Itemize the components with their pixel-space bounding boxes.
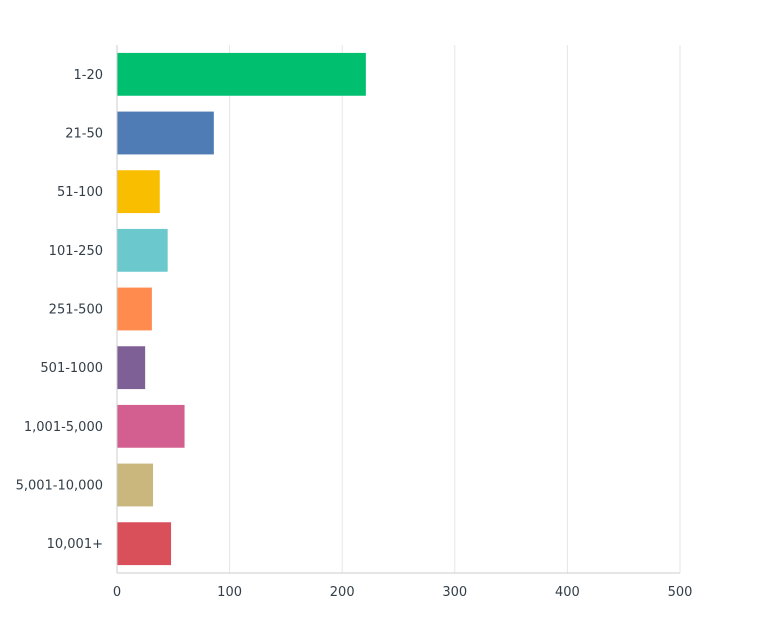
bar[interactable] xyxy=(117,111,214,155)
category-label: 1-20 xyxy=(73,68,103,83)
x-tick-label: 500 xyxy=(668,585,693,600)
category-label: 1,001-5,000 xyxy=(24,420,103,435)
bars xyxy=(117,52,366,566)
bar[interactable] xyxy=(117,52,366,96)
x-tick-label: 300 xyxy=(442,585,467,600)
x-tick-label: 400 xyxy=(555,585,580,600)
x-tick-labels: 0 100 200 300 400 500 xyxy=(113,585,693,600)
bar[interactable] xyxy=(117,463,154,507)
category-label: 10,001+ xyxy=(47,537,103,552)
bar[interactable] xyxy=(117,522,172,566)
bar[interactable] xyxy=(117,346,146,390)
bar[interactable] xyxy=(117,170,160,214)
x-tick-label: 200 xyxy=(330,585,355,600)
bar[interactable] xyxy=(117,287,152,331)
category-label: 501-1000 xyxy=(40,361,103,376)
category-label: 5,001-10,000 xyxy=(16,479,103,494)
bar[interactable] xyxy=(117,404,185,448)
x-tick-label: 0 xyxy=(113,585,121,600)
category-label: 21-50 xyxy=(65,127,103,142)
grid-lines xyxy=(229,45,681,573)
axes xyxy=(116,45,680,574)
category-label: 51-100 xyxy=(57,185,103,200)
category-label: 251-500 xyxy=(49,303,103,318)
category-labels: 1-20 21-50 51-100 101-250 251-500 501-1000 1,0… xyxy=(16,68,103,552)
category-label: 101-250 xyxy=(49,244,103,259)
x-tick-label: 100 xyxy=(217,585,242,600)
bar[interactable] xyxy=(117,228,168,272)
